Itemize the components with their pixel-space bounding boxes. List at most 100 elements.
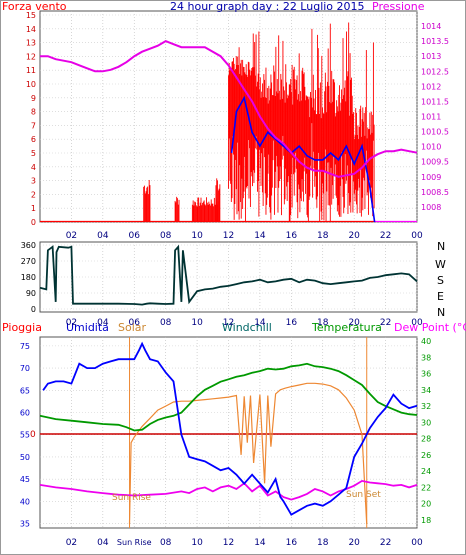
top-ytick-right-1009.5: 1009.5 xyxy=(421,158,449,167)
bot-xtick-00: 00 xyxy=(411,538,423,548)
bot-xtick-02: 02 xyxy=(66,538,77,548)
bot-ytick-right-30: 30 xyxy=(421,418,431,427)
mid-ytick-180: 180 xyxy=(21,273,36,282)
bot-ytick-right-36: 36 xyxy=(421,370,431,379)
wind-dir-letter-n1: N xyxy=(437,240,445,253)
mid-xtick-02: 02 xyxy=(66,318,77,328)
bottom-legend: Pioggia Umidita Solar Windchill Temperat… xyxy=(2,321,466,334)
top-ytick-right-1008.5: 1008.5 xyxy=(421,188,449,197)
top-xtick-10: 10 xyxy=(191,231,203,241)
mid-xtick-04: 04 xyxy=(97,318,109,328)
sun-set-text: Sun Set xyxy=(346,490,381,500)
top-ytick-right-1010.5: 1010.5 xyxy=(421,128,449,137)
mid-ytick-0: 0 xyxy=(31,305,36,314)
top-xtick-14: 14 xyxy=(254,231,266,241)
top-xtick-12: 12 xyxy=(223,231,234,241)
mid-ytick-270: 270 xyxy=(21,257,36,266)
top-ytick-right-1013: 1013 xyxy=(421,52,441,61)
mid-xtick-10: 10 xyxy=(191,318,203,328)
bot-ytick-right-40: 40 xyxy=(421,337,431,346)
mid-xtick-00: 00 xyxy=(411,318,423,328)
top-ytick-14: 14 xyxy=(26,25,36,34)
wind-dir-letter-e: E xyxy=(437,290,444,303)
top-ytick-6: 6 xyxy=(31,135,36,144)
bot-xtick-12: 12 xyxy=(223,538,234,548)
top-xtick-04: 04 xyxy=(97,231,109,241)
wind-dir-letters: N W S E N xyxy=(435,240,446,319)
bot-xtick-22: 22 xyxy=(380,538,391,548)
top-xtick-02: 02 xyxy=(66,231,77,241)
mid-xtick-22: 22 xyxy=(380,318,391,328)
top-xtick-20: 20 xyxy=(348,231,360,241)
top-ytick-5: 5 xyxy=(31,149,36,158)
bot-ytick-right-26: 26 xyxy=(421,451,431,460)
legend-windchill: Windchill xyxy=(222,321,272,334)
legend-temperatura: Temperatura xyxy=(311,321,382,334)
solar-line xyxy=(128,382,368,524)
top-ytick-right-1008: 1008 xyxy=(421,203,441,212)
bot-ytick-75: 75 xyxy=(20,342,30,351)
dew-point-line xyxy=(39,479,418,501)
chart-mid-frame xyxy=(39,241,418,313)
top-ytick-13: 13 xyxy=(26,39,36,48)
legend-solar: Solar xyxy=(118,321,147,334)
bot-ytick-right-24: 24 xyxy=(421,467,431,476)
temperature-line xyxy=(39,362,418,432)
pressure-line xyxy=(40,39,418,178)
bot-xtick-20: 20 xyxy=(348,538,360,548)
top-ytick-7: 7 xyxy=(31,121,36,130)
axes-layer: 012345678910111213141510141013.510131012… xyxy=(20,11,449,548)
bot-ytick-50: 50 xyxy=(20,453,30,462)
top-ytick-3: 3 xyxy=(31,177,36,186)
header-left-label: Forza vento xyxy=(2,0,67,13)
mid-xtick-20: 20 xyxy=(348,318,360,328)
bot-ytick-right-28: 28 xyxy=(421,435,431,444)
mid-xtick-18: 18 xyxy=(317,318,329,328)
top-ytick-right-1014: 1014 xyxy=(421,22,441,31)
top-ytick-9: 9 xyxy=(31,94,36,103)
legend-umidita: Umidita xyxy=(66,321,109,334)
mid-xtick-14: 14 xyxy=(254,318,266,328)
top-xtick-08: 08 xyxy=(160,231,172,241)
mid-chart-layer xyxy=(39,244,418,306)
bot-ytick-45: 45 xyxy=(20,475,30,484)
top-chart-layer xyxy=(40,22,418,223)
top-ytick-8: 8 xyxy=(31,108,36,117)
top-ytick-10: 10 xyxy=(26,80,36,89)
bot-xtick-08: 08 xyxy=(160,538,172,548)
top-ytick-1: 1 xyxy=(31,204,36,213)
bot-ytick-55: 55 xyxy=(20,431,30,440)
sun-rise-text: Sun Rise xyxy=(112,493,151,503)
mid-ytick-360: 360 xyxy=(21,241,36,250)
top-ytick-12: 12 xyxy=(26,52,36,61)
mid-xtick-06: 06 xyxy=(129,318,141,328)
bot-ytick-right-20: 20 xyxy=(421,500,431,509)
bot-ytick-right-32: 32 xyxy=(421,402,431,411)
bot-ytick-40: 40 xyxy=(20,497,30,506)
top-ytick-right-1013.5: 1013.5 xyxy=(421,37,449,46)
top-ytick-11: 11 xyxy=(26,66,36,75)
mid-xtick-16: 16 xyxy=(286,318,298,328)
bot-ytick-right-18: 18 xyxy=(421,516,431,525)
bot-xtick-04: 04 xyxy=(97,538,109,548)
mid-ytick-90: 90 xyxy=(26,289,36,298)
wind-dir-letter-s: S xyxy=(437,274,444,287)
wind-dir-letter-n2: N xyxy=(437,306,445,319)
wind-gust-series xyxy=(40,22,417,223)
top-xtick-16: 16 xyxy=(286,231,298,241)
top-ytick-15: 15 xyxy=(26,11,36,20)
bot-xtick-14: 14 xyxy=(254,538,266,548)
humidity-line xyxy=(42,341,418,516)
top-ytick-right-1009: 1009 xyxy=(421,173,441,182)
bot-xtick-18: 18 xyxy=(317,538,329,548)
wind-average-line xyxy=(230,95,376,223)
top-xtick-22: 22 xyxy=(380,231,391,241)
top-xtick-18: 18 xyxy=(317,231,329,241)
legend-dewpoint: Dew Point (°C) xyxy=(394,321,466,334)
bottom-chart-layer xyxy=(39,337,418,528)
bot-ytick-right-34: 34 xyxy=(421,386,431,395)
mid-xtick-08: 08 xyxy=(160,318,172,328)
bot-ytick-65: 65 xyxy=(20,386,30,395)
top-ytick-right-1012: 1012 xyxy=(421,82,441,91)
